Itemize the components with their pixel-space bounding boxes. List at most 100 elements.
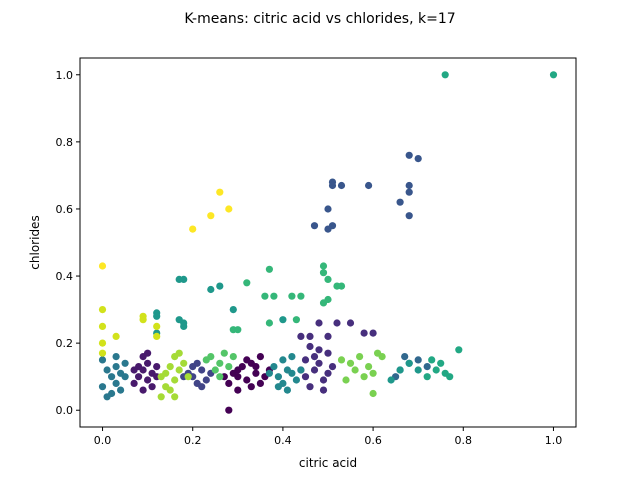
cluster-11-point xyxy=(216,373,224,381)
y-tick-label: 1.0 xyxy=(56,69,74,82)
plot-frame xyxy=(79,57,577,428)
y-tick-label: 0.2 xyxy=(56,337,74,350)
cluster-12-point xyxy=(342,376,350,384)
cluster-6-point xyxy=(121,359,129,367)
cluster-9-point xyxy=(455,346,463,354)
cluster-8-point xyxy=(153,312,161,320)
cluster-4-point xyxy=(405,151,413,159)
cluster-13-point xyxy=(171,393,179,401)
cluster-10-point xyxy=(243,279,251,287)
cluster-10-point xyxy=(297,292,305,300)
cluster-9-point xyxy=(437,359,445,367)
y-tick-label: 0.8 xyxy=(56,136,74,149)
cluster-12-point xyxy=(369,369,377,377)
cluster-10-point xyxy=(324,295,332,304)
cluster-7-point xyxy=(292,376,300,384)
cluster-1-point xyxy=(130,379,138,387)
cluster-8-point xyxy=(414,366,422,374)
cluster-2-point xyxy=(297,332,305,340)
cluster-3-point xyxy=(193,359,201,367)
cluster-5-point xyxy=(401,353,409,361)
cluster-4-point xyxy=(405,188,413,196)
cluster-1-point xyxy=(148,383,156,391)
x-tick-label: 0.2 xyxy=(184,434,202,447)
cluster-0-point xyxy=(256,379,264,387)
cluster-9-point xyxy=(549,71,558,79)
cluster-10-point xyxy=(261,292,269,300)
cluster-12-point xyxy=(356,353,364,361)
cluster-4-point xyxy=(328,222,337,230)
cluster-5-point xyxy=(414,356,422,364)
cluster-6-point xyxy=(103,366,111,374)
x-axis-label: citric acid xyxy=(299,456,357,470)
cluster-15-point xyxy=(189,225,197,233)
cluster-0-point xyxy=(247,359,255,367)
cluster-4-point xyxy=(405,212,413,220)
cluster-7-point xyxy=(279,356,287,364)
cluster-13-point xyxy=(157,393,165,401)
cluster-11-point xyxy=(225,363,233,371)
x-axis: 0.0 0.2 0.4 0.6 0.8 1.0 xyxy=(94,427,562,447)
cluster-13-point xyxy=(166,386,174,394)
cluster-3-point xyxy=(202,376,210,384)
cluster-6-point xyxy=(117,386,125,394)
cluster-9-point xyxy=(423,373,431,381)
cluster-13-point xyxy=(171,376,179,384)
cluster-2-point xyxy=(315,359,323,367)
cluster-4-point xyxy=(328,181,337,190)
y-tick-label: 0.4 xyxy=(56,270,74,283)
cluster-7-point xyxy=(288,369,296,377)
cluster-4-point xyxy=(324,205,332,213)
cluster-6-point xyxy=(98,383,107,391)
x-tick-label: 0.0 xyxy=(94,434,112,447)
cluster-14-point xyxy=(112,332,120,340)
cluster-2-point xyxy=(315,346,323,354)
cluster-15-point xyxy=(207,212,215,220)
cluster-11-point xyxy=(220,349,228,357)
cluster-10-point xyxy=(265,265,273,273)
cluster-12-point xyxy=(360,373,368,381)
cluster-12-point xyxy=(378,353,386,361)
cluster-8-point xyxy=(207,285,215,294)
cluster-10-point xyxy=(319,269,328,277)
x-tick-label: 0.6 xyxy=(364,434,382,447)
cluster-6-point xyxy=(112,353,120,361)
cluster-11-point xyxy=(216,359,224,367)
cluster-5-point xyxy=(423,363,431,371)
cluster-10-point xyxy=(234,326,242,334)
cluster-15-point xyxy=(216,188,224,196)
cluster-14-point xyxy=(153,332,161,340)
y-axis: 0.0 0.2 0.4 0.6 0.8 1.0 xyxy=(56,69,80,417)
cluster-12-point xyxy=(337,356,346,364)
cluster-8-point xyxy=(216,282,224,290)
cluster-2-point xyxy=(306,332,314,340)
cluster-14-point xyxy=(139,316,147,324)
cluster-8-point xyxy=(387,376,395,384)
cluster-14-point xyxy=(98,349,107,357)
cluster-0-point xyxy=(238,363,246,371)
cluster-3-point xyxy=(198,383,206,391)
cluster-2-point xyxy=(319,376,328,384)
cluster-7-point xyxy=(283,386,291,394)
cluster-2-point xyxy=(324,349,332,357)
cluster-15-point xyxy=(98,262,107,270)
cluster-7-point xyxy=(265,369,273,377)
cluster-9-point xyxy=(428,356,436,364)
cluster-12-point xyxy=(369,389,377,398)
cluster-1-point xyxy=(139,386,147,394)
cluster-0-point xyxy=(234,386,242,394)
cluster-13-point xyxy=(184,373,192,381)
cluster-1-point xyxy=(153,363,161,371)
cluster-1-point xyxy=(130,366,138,374)
cluster-0-point xyxy=(247,383,255,391)
cluster-2-point xyxy=(369,329,377,337)
cluster-6-point xyxy=(98,356,107,364)
cluster-8-point xyxy=(229,306,237,314)
cluster-0-point xyxy=(225,406,233,414)
cluster-2-point xyxy=(324,369,332,377)
cluster-1-point xyxy=(144,359,152,367)
cluster-0-point xyxy=(252,369,260,377)
cluster-7-point xyxy=(274,373,282,381)
